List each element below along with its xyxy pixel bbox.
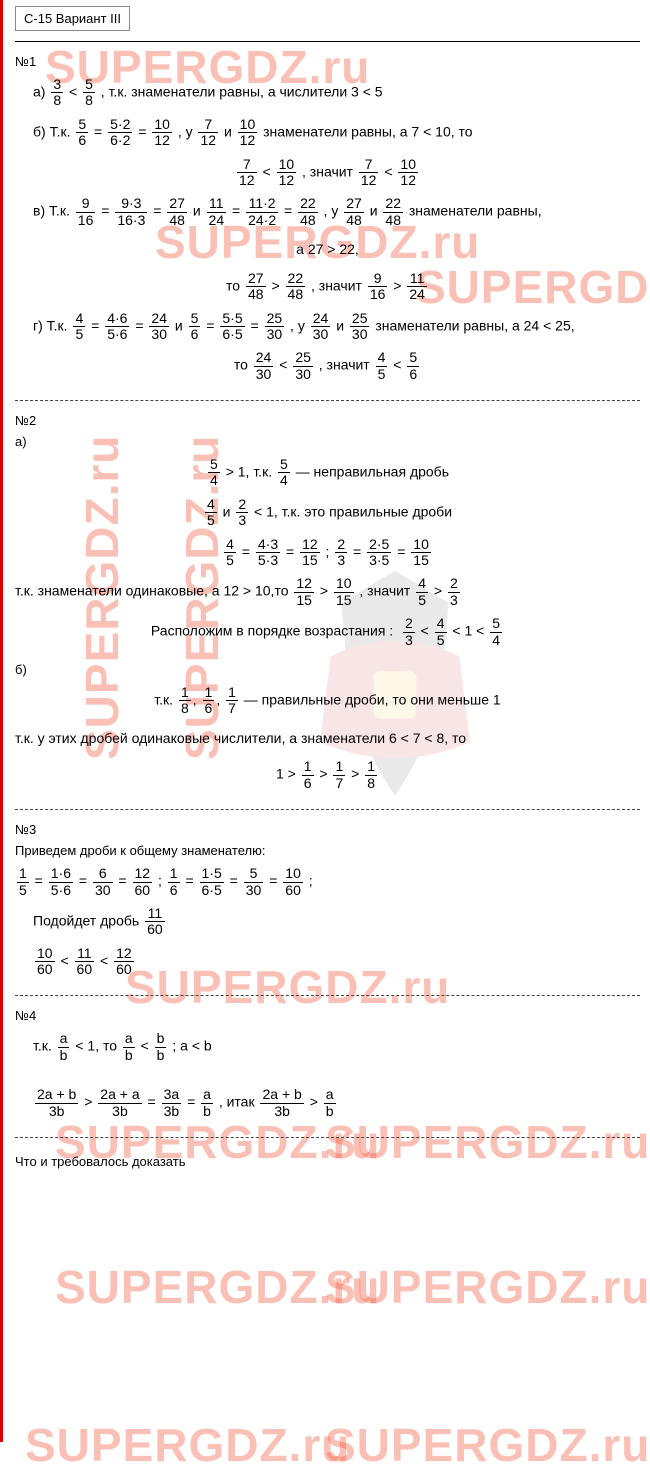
page: SUPERGDZ.ruSUPERGDZ.ruSUPERGDZ.ruSUPERGD… <box>5 0 650 1442</box>
s4-l1: т.к. ab < 1, то ab < bb ; a < b <box>33 1031 640 1063</box>
divider <box>15 1137 640 1138</box>
watermark-text: SUPERGDZ.ru <box>25 1418 350 1472</box>
s1-a: а) 38 < 58 , т.к. знаменатели равны, а ч… <box>33 77 640 109</box>
s1-b-result: 712 < 1012 , значит 712 < 1012 <box>15 157 640 189</box>
label: а) <box>33 84 45 100</box>
s1-d-result: то 2430 < 2530 , значит 45 < 56 <box>15 350 640 382</box>
divider <box>15 400 640 401</box>
s1-c-mid: а 27 > 22, <box>15 236 640 263</box>
s1-c: в) Т.к. 916 = 9·316·3 = 2748 и 1124 = 11… <box>33 196 640 228</box>
section-3: №3 Приведем дроби к общему знаменателю: … <box>15 822 640 977</box>
s2-b2: т.к. у этих дробей одинаковые числители,… <box>15 725 640 752</box>
s2-a2: 45 и 23 < 1, т.к. это правильные дроби <box>15 497 640 529</box>
watermark-text: SUPERGDZ.ru <box>325 1260 650 1314</box>
s3-l3: 1060 < 1160 < 1260 <box>33 946 640 978</box>
s2-a3: 45 = 4·35·3 = 1215 ; 23 = 2·53·5 = 1015 <box>15 537 640 569</box>
s2-a-label: а) <box>15 434 640 449</box>
s2-a5: Расположим в порядке возрастания : 23 < … <box>15 616 640 648</box>
s3-l2: Подойдет дробь 1160 <box>33 906 640 938</box>
s2-a1: 54 > 1, т.к. 54 — неправильная дробь <box>15 457 640 489</box>
label: б) Т.к. <box>33 123 70 139</box>
s2-b-label: б) <box>15 662 640 677</box>
text: , т.к. знаменатели равны, а числители 3 … <box>101 84 383 100</box>
section-4: №4 т.к. ab < 1, то ab < bb ; a < b 2a + … <box>15 1008 640 1119</box>
s2-b3: 1 > 16 > 17 > 18 <box>15 759 640 791</box>
footer-qed: Что и требовалось доказать <box>15 1154 640 1169</box>
divider <box>15 809 640 810</box>
frac: 38 <box>51 77 63 109</box>
s2-a4: т.к. знаменатели одинаковые, а 12 > 10,т… <box>15 576 640 608</box>
variant-title: С-15 Вариант III <box>15 6 130 31</box>
s1-d: г) Т.к. 45 = 4·65·6 = 2430 и 56 = 5·56·5… <box>33 311 640 343</box>
s1-c-result: то 2748 > 2248 , значит 916 > 1124 <box>15 271 640 303</box>
watermark-text: SUPERGDZ.ru <box>325 1418 650 1472</box>
s1-b: б) Т.к. 56 = 5·26·2 = 1012 , у 712 и 101… <box>33 117 640 149</box>
op: < <box>69 84 77 100</box>
s3-l1: 15 = 1·65·6 = 630 = 1260 ; 16 = 1·56·5 =… <box>15 866 640 898</box>
s3-lead: Приведем дроби к общему знаменателю: <box>15 843 640 858</box>
s2-b1: т.к. 18, 16, 17 — правильные дроби, то о… <box>15 685 640 717</box>
section-3-no: №3 <box>15 822 640 837</box>
watermark-text: SUPERGDZ.ru <box>55 1260 380 1314</box>
section-2: №2 а) 54 > 1, т.к. 54 — неправильная дро… <box>15 413 640 791</box>
s4-l2: 2a + b3b > 2a + a3b = 3a3b = ab , итак 2… <box>33 1087 640 1119</box>
section-2-no: №2 <box>15 413 640 428</box>
section-1: №1 а) 38 < 58 , т.к. знаменатели равны, … <box>15 54 640 382</box>
top-rule <box>15 41 640 42</box>
divider <box>15 995 640 996</box>
section-4-no: №4 <box>15 1008 640 1023</box>
frac: 58 <box>83 77 95 109</box>
section-1-no: №1 <box>15 54 640 69</box>
